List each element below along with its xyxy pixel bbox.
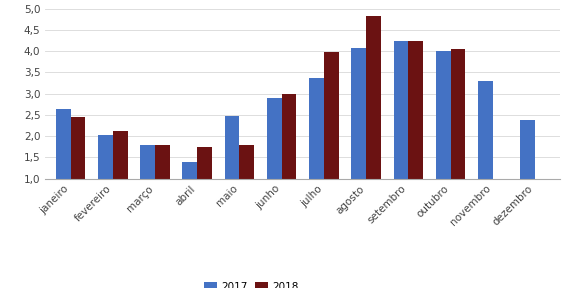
Bar [71, 117, 85, 221]
Bar [393, 41, 408, 221]
Bar [155, 145, 170, 221]
Bar [478, 81, 493, 221]
Bar [113, 131, 127, 221]
Bar [351, 48, 366, 221]
Bar [98, 135, 113, 221]
Legend: 2017, 2018: 2017, 2018 [204, 282, 298, 288]
Bar [436, 51, 451, 221]
Bar [408, 41, 423, 221]
Bar [239, 145, 254, 221]
Bar [309, 78, 324, 221]
Bar [198, 147, 212, 221]
Bar [225, 116, 239, 221]
Bar [140, 145, 155, 221]
Bar [56, 109, 71, 221]
Bar [366, 16, 381, 221]
Bar [182, 162, 198, 221]
Bar [282, 94, 297, 221]
Bar [520, 120, 535, 221]
Bar [451, 49, 465, 221]
Bar [324, 52, 338, 221]
Bar [267, 98, 282, 221]
